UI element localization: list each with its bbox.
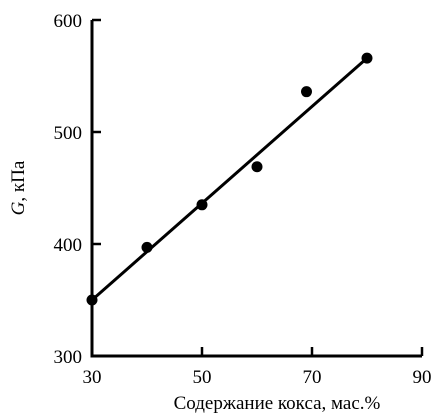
data-points: [86, 52, 373, 306]
axes: [90, 20, 422, 358]
ticks: [90, 18, 424, 358]
x-axis-label: Содержание кокса, мас.%: [174, 393, 381, 414]
y-tick-label: 300: [54, 347, 83, 368]
y-axis-label: G, кПа: [8, 160, 29, 215]
x-tick-label: 30: [83, 367, 102, 388]
data-point: [301, 86, 312, 98]
trend-line: [91, 56, 368, 302]
y-tick-label: 400: [54, 235, 83, 256]
x-tick-label: 70: [303, 367, 322, 388]
tick-labels: 30 50 70 90 300 400 500 600: [54, 11, 432, 388]
y-axis-label-symbol: G: [8, 201, 29, 215]
y-tick-label: 600: [54, 11, 83, 32]
trend-line-group: [91, 56, 368, 302]
data-point: [361, 52, 373, 64]
data-point: [141, 241, 153, 253]
y-tick-label: 500: [54, 123, 83, 144]
data-point: [196, 199, 208, 211]
y-axis-label-unit: , кПа: [8, 160, 29, 201]
data-point: [86, 294, 98, 306]
x-tick-label: 90: [413, 367, 432, 388]
data-point: [251, 161, 263, 173]
x-tick-label: 50: [193, 367, 212, 388]
